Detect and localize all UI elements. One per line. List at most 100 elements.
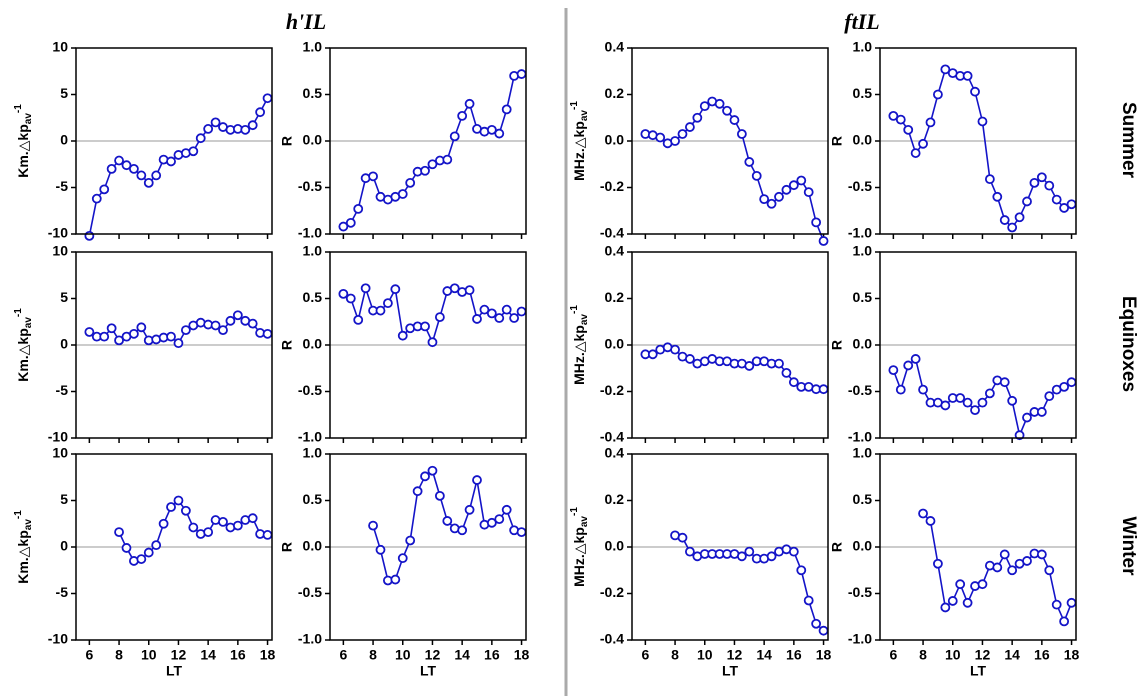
point [434, 490, 445, 501]
y-axis-label: R [279, 340, 295, 350]
x-tick-label: 16 [1034, 647, 1050, 663]
y-tick-label: 0.5 [303, 491, 323, 507]
point [1022, 196, 1032, 207]
y-axis-label: MHz.△kpav-1 [569, 101, 590, 181]
point [486, 308, 497, 319]
point [143, 547, 154, 558]
plot-frame [631, 47, 829, 235]
point [368, 171, 378, 182]
y-axis-label: Km.△kpav-1 [13, 308, 34, 382]
point [151, 540, 162, 551]
point [1007, 565, 1018, 576]
y-tick-label: -0.5 [848, 382, 872, 398]
point [918, 508, 928, 519]
y-tick-label: 10 [52, 243, 68, 259]
y-tick-label: 0.5 [303, 289, 323, 305]
y-tick-label: 0.0 [853, 538, 873, 554]
point [1051, 599, 1062, 610]
point [173, 495, 184, 506]
point [218, 516, 228, 527]
point [203, 124, 214, 134]
point [670, 344, 680, 355]
y-axis-label-sub: av [23, 519, 34, 531]
point [781, 184, 792, 195]
point [353, 314, 364, 325]
point [136, 554, 147, 564]
point [129, 328, 139, 339]
point [114, 155, 124, 166]
x-tick-label: 18 [1064, 647, 1080, 663]
y-axis-label: R [279, 542, 295, 552]
point [516, 306, 527, 317]
point [99, 331, 110, 342]
point [262, 93, 273, 104]
point [218, 325, 228, 336]
y-tick-label: 0.4 [605, 39, 625, 55]
point [420, 321, 430, 332]
point [121, 160, 132, 171]
y-tick-label: -1.0 [298, 631, 322, 647]
point [442, 516, 453, 526]
y-tick-label: 0 [60, 336, 68, 352]
column-title: h'IL [286, 9, 326, 34]
y-axis-label-sub: av [579, 110, 590, 122]
point [729, 115, 740, 125]
x-tick-label: 18 [260, 647, 276, 663]
point [1022, 412, 1032, 423]
y-axis-label-text: Km.△kp [15, 124, 31, 178]
plot-frame [879, 453, 1077, 641]
plot-frame [75, 47, 273, 235]
y-tick-label: -0.5 [298, 584, 322, 600]
y-tick-label: -0.2 [600, 584, 624, 600]
point [962, 71, 973, 81]
x-tick-label: 12 [727, 647, 743, 663]
x-tick-label: 18 [514, 647, 530, 663]
point [1036, 407, 1047, 417]
y-axis-label-text: MHz.△kp [571, 325, 587, 385]
point [955, 393, 966, 403]
point [992, 191, 1003, 202]
y-tick-label: -10 [48, 631, 68, 647]
point [977, 397, 988, 408]
y-axis-label-sup: -1 [569, 507, 580, 516]
y-tick-label: 5 [60, 85, 68, 101]
point [509, 313, 520, 323]
point [1014, 430, 1025, 441]
x-tick-label: 8 [369, 647, 377, 663]
point [427, 465, 438, 476]
point [1014, 212, 1025, 223]
point [977, 116, 988, 127]
point [338, 221, 349, 232]
point [774, 191, 784, 202]
point [647, 349, 658, 360]
row-title: Equinoxes [1118, 296, 1139, 392]
point [390, 284, 401, 295]
y-tick-label: 1.0 [303, 243, 323, 259]
x-tick-label: 10 [697, 647, 713, 663]
point [188, 146, 199, 157]
point [803, 595, 814, 606]
point [1007, 222, 1018, 233]
point [247, 120, 258, 131]
point [984, 388, 995, 399]
point [501, 304, 512, 315]
point [479, 304, 490, 315]
point [1059, 616, 1070, 627]
plot-frame [879, 47, 1077, 235]
point [195, 133, 206, 144]
point [736, 551, 747, 562]
point [457, 525, 468, 536]
y-tick-label: 0.2 [605, 491, 625, 507]
point [918, 384, 928, 395]
y-tick-label: 0 [60, 538, 68, 554]
point [751, 170, 762, 181]
y-tick-label: -0.5 [848, 178, 872, 194]
x-tick-label: 8 [115, 647, 123, 663]
x-tick-label: 8 [671, 647, 679, 663]
point [420, 471, 430, 482]
point [397, 189, 408, 199]
x-tick-label: 12 [171, 647, 187, 663]
y-tick-label: 0.5 [853, 289, 873, 305]
point [240, 124, 251, 135]
y-axis-label: R [829, 542, 845, 552]
